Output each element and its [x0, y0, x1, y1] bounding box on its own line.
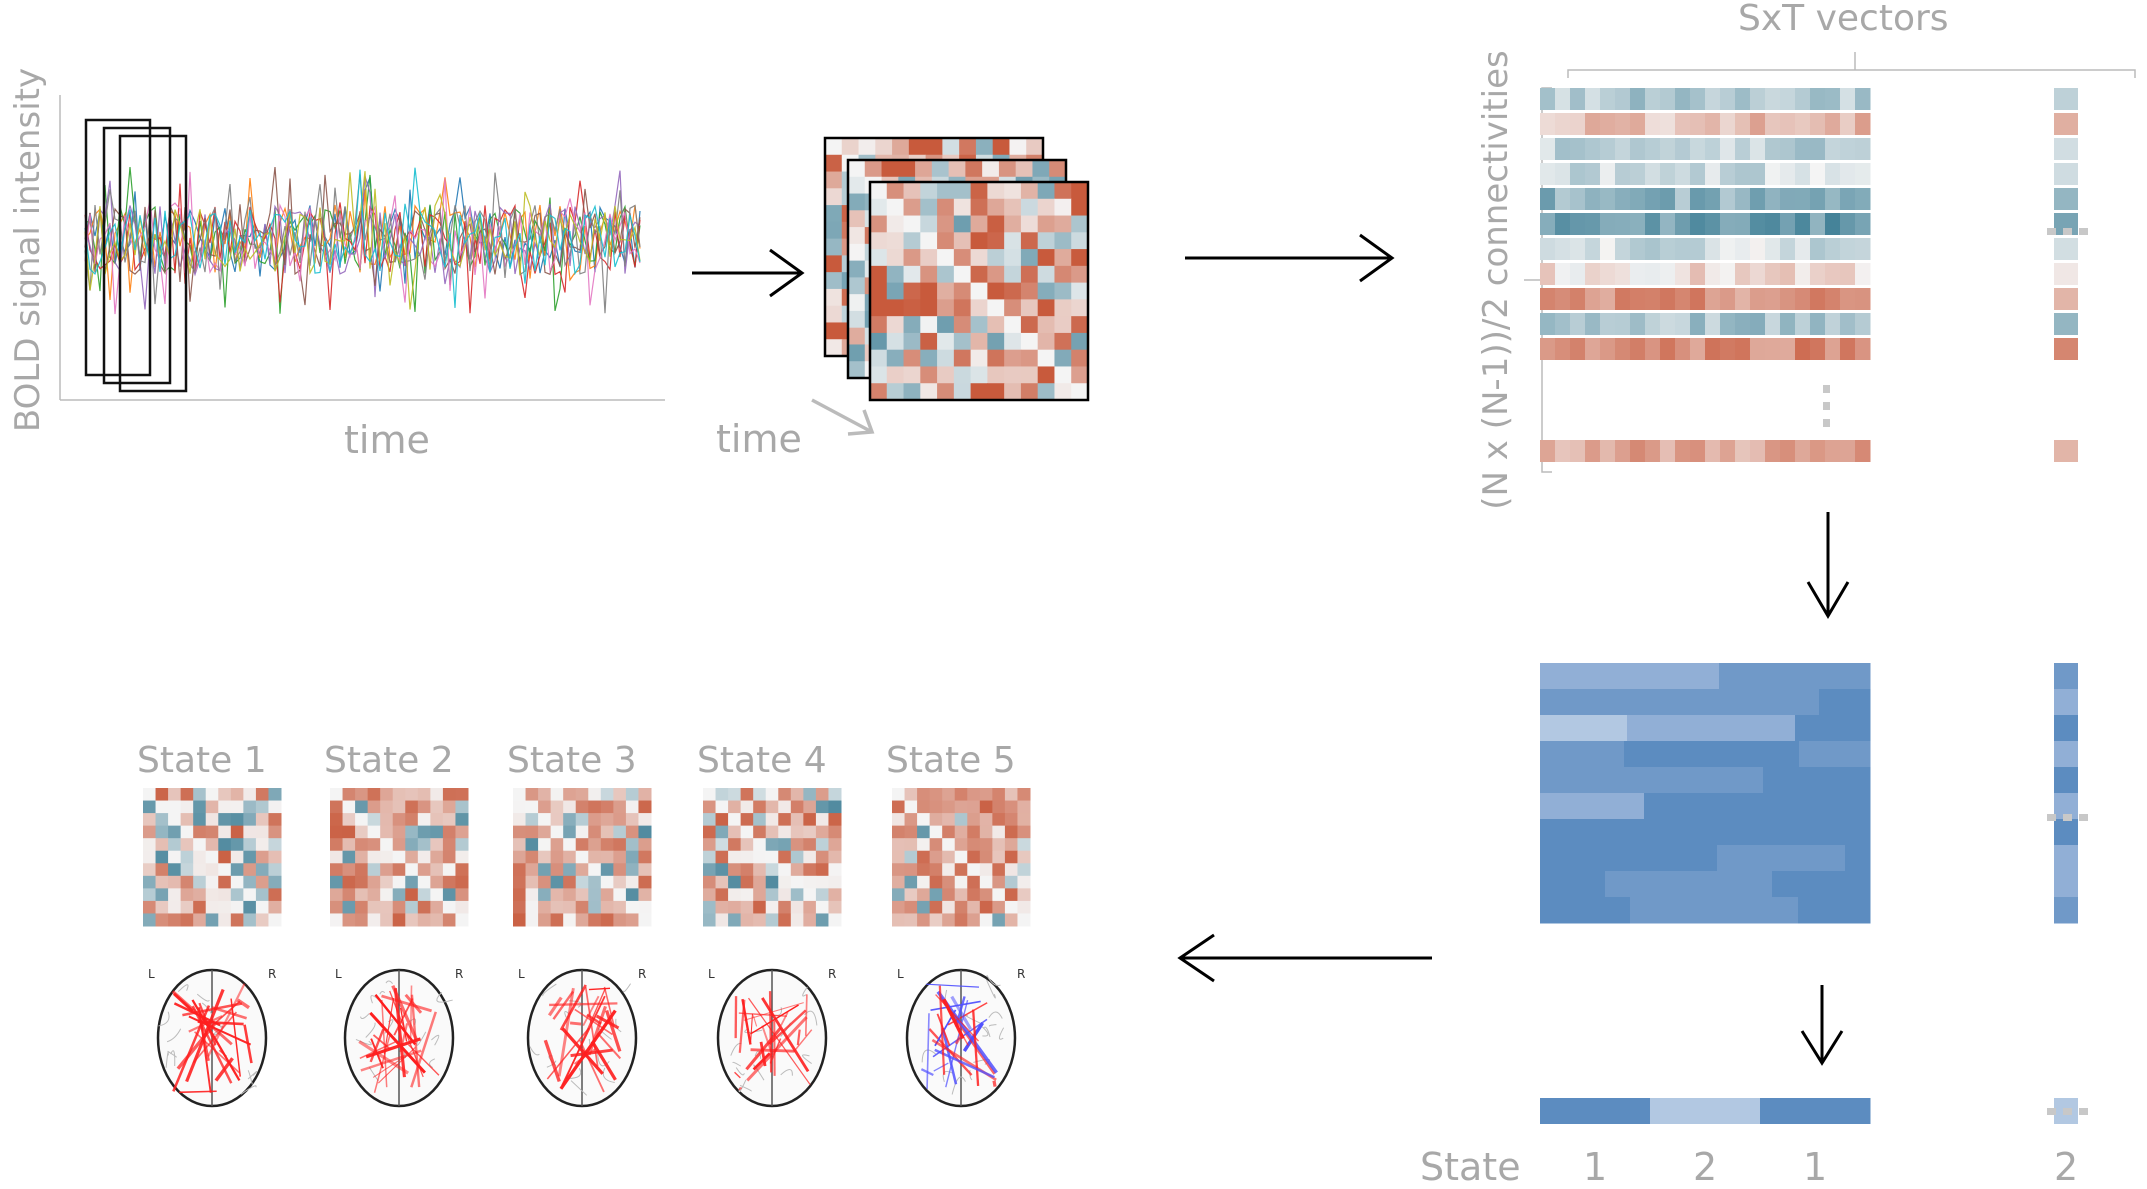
arrow-down-1 — [1808, 512, 1848, 616]
connectivities-label: (N x (N-1))/2 connectivities — [1476, 50, 1516, 509]
arrow-down-2 — [1802, 985, 1842, 1063]
state-segment — [1540, 1098, 1651, 1124]
vectors-bracket-top — [1568, 52, 2135, 78]
left-hemisphere-label: L — [518, 967, 525, 981]
time-arrow-icon — [812, 400, 872, 434]
state-title: State 2 — [324, 740, 454, 781]
state-sequence-bar — [1540, 1098, 2078, 1124]
state-segment — [1760, 1098, 1871, 1124]
arrow-right-2 — [1185, 235, 1392, 281]
right-hemisphere-label: R — [455, 967, 463, 981]
horizontal-dots-2 — [2047, 814, 2088, 821]
state-title: State 3 — [507, 740, 637, 781]
windowed-matrix-stack — [825, 138, 1089, 401]
state-title: State 4 — [697, 740, 827, 781]
arrow-right-1 — [692, 250, 802, 296]
extra-cluster-column — [2054, 663, 2078, 924]
state-title: State 1 — [137, 740, 267, 781]
state-number: 1 — [1803, 1145, 1827, 1189]
x-axis-label: time — [344, 418, 430, 462]
left-hemisphere-label: L — [335, 967, 342, 981]
extra-vector-column — [2054, 88, 2078, 462]
right-hemisphere-label: R — [828, 967, 836, 981]
extra-state-number: 2 — [2054, 1145, 2078, 1189]
left-hemisphere-label: L — [897, 967, 904, 981]
state-number: 2 — [1693, 1145, 1717, 1189]
state-segment — [1650, 1098, 1761, 1124]
connectivity-vector-matrix — [1540, 88, 1871, 462]
y-axis-label: BOLD signal intensity — [8, 68, 48, 432]
right-hemisphere-label: R — [268, 967, 276, 981]
vectors-header: SxT vectors — [1738, 0, 1949, 39]
windowed-matrix-3 — [870, 182, 1089, 401]
stack-time-label: time — [716, 417, 802, 461]
left-hemisphere-label: L — [148, 967, 155, 981]
state-row-label: State — [1420, 1145, 1521, 1189]
right-hemisphere-label: R — [638, 967, 646, 981]
left-hemisphere-label: L — [708, 967, 715, 981]
state-number: 1 — [1583, 1145, 1607, 1189]
horizontal-dots-3 — [2047, 1108, 2088, 1115]
cluster-assignment-matrix — [1540, 663, 1871, 924]
arrow-left — [1180, 935, 1432, 981]
right-hemisphere-label: R — [1017, 967, 1025, 981]
state-title: State 5 — [886, 740, 1016, 781]
vertical-dots — [1823, 385, 1830, 427]
timeseries-panel — [60, 95, 665, 400]
timeseries-lines — [85, 167, 640, 314]
horizontal-dots-1 — [2047, 228, 2088, 235]
